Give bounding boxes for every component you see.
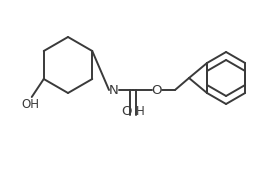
Text: O: O xyxy=(152,84,162,97)
Text: O: O xyxy=(122,105,132,118)
Text: OH: OH xyxy=(22,98,40,111)
Text: N: N xyxy=(109,84,119,97)
Text: H: H xyxy=(136,105,145,118)
